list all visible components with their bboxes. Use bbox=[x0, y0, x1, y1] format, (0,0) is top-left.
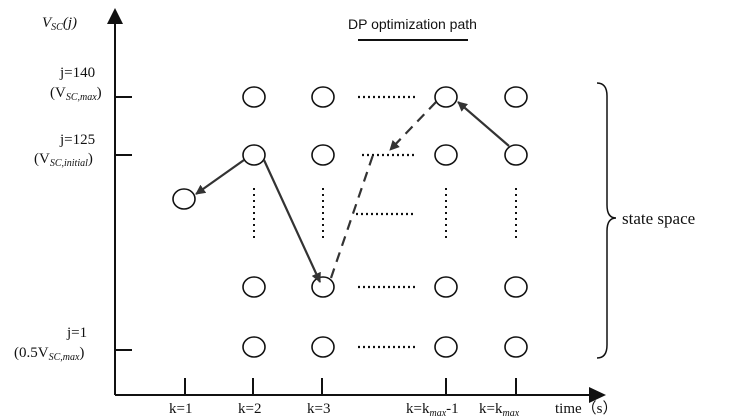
state-node-kmax-j140 bbox=[504, 86, 528, 108]
x-tick-label-kmax-1: k=kmax-1 bbox=[406, 401, 459, 417]
y-tick-label-125-line1: j=125 bbox=[59, 132, 95, 148]
path-arrow-dashed-up bbox=[329, 154, 375, 279]
path-arrow-k2-to-k3 bbox=[263, 159, 321, 283]
x-tick-label-k3: k=3 bbox=[307, 401, 330, 417]
y-tick-label-140-line2: (VSC,max) bbox=[50, 85, 102, 103]
horizontal-ellipses bbox=[356, 95, 416, 349]
x-tick-label-k2: k=2 bbox=[238, 401, 261, 417]
y-axis-label: VSC(j) bbox=[42, 15, 77, 33]
state-node-kmax1-j1 bbox=[434, 336, 458, 358]
state-space-brace bbox=[596, 82, 617, 359]
path-arrow-k2-to-k1 bbox=[195, 159, 245, 195]
state-space-label: state space bbox=[622, 209, 695, 228]
x-axis-arrow-icon bbox=[589, 387, 606, 403]
y-tick-label-140-line1: j=140 bbox=[59, 65, 95, 81]
y-tick-label-1-line2: (0.5VSC,max) bbox=[14, 345, 84, 363]
state-nodes bbox=[172, 86, 528, 358]
path-arrow-kmax-to-kmax1 bbox=[457, 101, 510, 147]
x-tick-label-k1: k=1 bbox=[169, 401, 192, 417]
diagram-title: DP optimization path bbox=[348, 16, 477, 32]
y-tick-label-1-line1: j=1 bbox=[66, 325, 87, 341]
optimization-path bbox=[195, 101, 510, 283]
state-node-k3-low bbox=[311, 276, 335, 298]
vertical-ellipses bbox=[253, 188, 517, 240]
state-node-kmax-j125 bbox=[504, 144, 528, 166]
state-node-k2-j1 bbox=[242, 336, 266, 358]
path-arrow-dashed-down bbox=[389, 101, 437, 151]
state-node-kmax1-low bbox=[434, 276, 458, 298]
state-node-k3-j1 bbox=[311, 336, 335, 358]
state-node-k1-mid bbox=[172, 188, 196, 210]
state-node-kmax-j1 bbox=[504, 336, 528, 358]
x-tick-label-kmax: k=kmax bbox=[479, 401, 520, 417]
state-node-k2-j125 bbox=[242, 144, 266, 166]
state-node-k3-j125 bbox=[311, 144, 335, 166]
state-node-k3-j140 bbox=[311, 86, 335, 108]
y-axis-arrow-icon bbox=[107, 8, 123, 24]
state-node-kmax1-j125 bbox=[434, 144, 458, 166]
state-node-kmax-low bbox=[504, 276, 528, 298]
state-node-k2-j140 bbox=[242, 86, 266, 108]
state-node-kmax1-j140 bbox=[434, 86, 458, 108]
x-axis-label: time（s） bbox=[555, 400, 618, 417]
state-node-k2-low bbox=[242, 276, 266, 298]
y-tick-label-125-line2: (VSC,initial) bbox=[34, 151, 93, 169]
